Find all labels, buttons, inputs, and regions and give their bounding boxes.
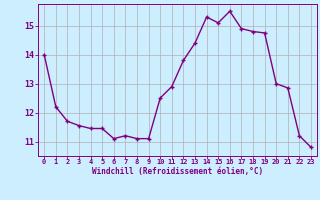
X-axis label: Windchill (Refroidissement éolien,°C): Windchill (Refroidissement éolien,°C) xyxy=(92,167,263,176)
